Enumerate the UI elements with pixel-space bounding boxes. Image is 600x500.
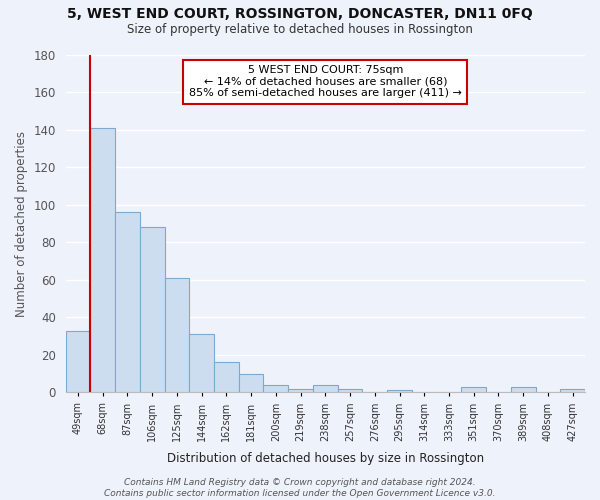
Bar [239, 374, 263, 392]
Bar [91, 128, 115, 392]
Bar [140, 228, 164, 392]
Text: 5 WEST END COURT: 75sqm
← 14% of detached houses are smaller (68)
85% of semi-de: 5 WEST END COURT: 75sqm ← 14% of detache… [189, 65, 462, 98]
Bar [387, 390, 412, 392]
Bar [313, 385, 338, 392]
Bar [190, 334, 214, 392]
Bar [164, 278, 190, 392]
Bar [214, 362, 239, 392]
Bar [288, 388, 313, 392]
Text: 5, WEST END COURT, ROSSINGTON, DONCASTER, DN11 0FQ: 5, WEST END COURT, ROSSINGTON, DONCASTER… [67, 8, 533, 22]
X-axis label: Distribution of detached houses by size in Rossington: Distribution of detached houses by size … [167, 452, 484, 465]
Text: Size of property relative to detached houses in Rossington: Size of property relative to detached ho… [127, 22, 473, 36]
Bar [65, 330, 91, 392]
Bar [560, 388, 585, 392]
Text: Contains HM Land Registry data © Crown copyright and database right 2024.
Contai: Contains HM Land Registry data © Crown c… [104, 478, 496, 498]
Bar [263, 385, 288, 392]
Bar [461, 386, 486, 392]
Bar [338, 388, 362, 392]
Bar [115, 212, 140, 392]
Y-axis label: Number of detached properties: Number of detached properties [15, 130, 28, 316]
Bar [511, 386, 536, 392]
